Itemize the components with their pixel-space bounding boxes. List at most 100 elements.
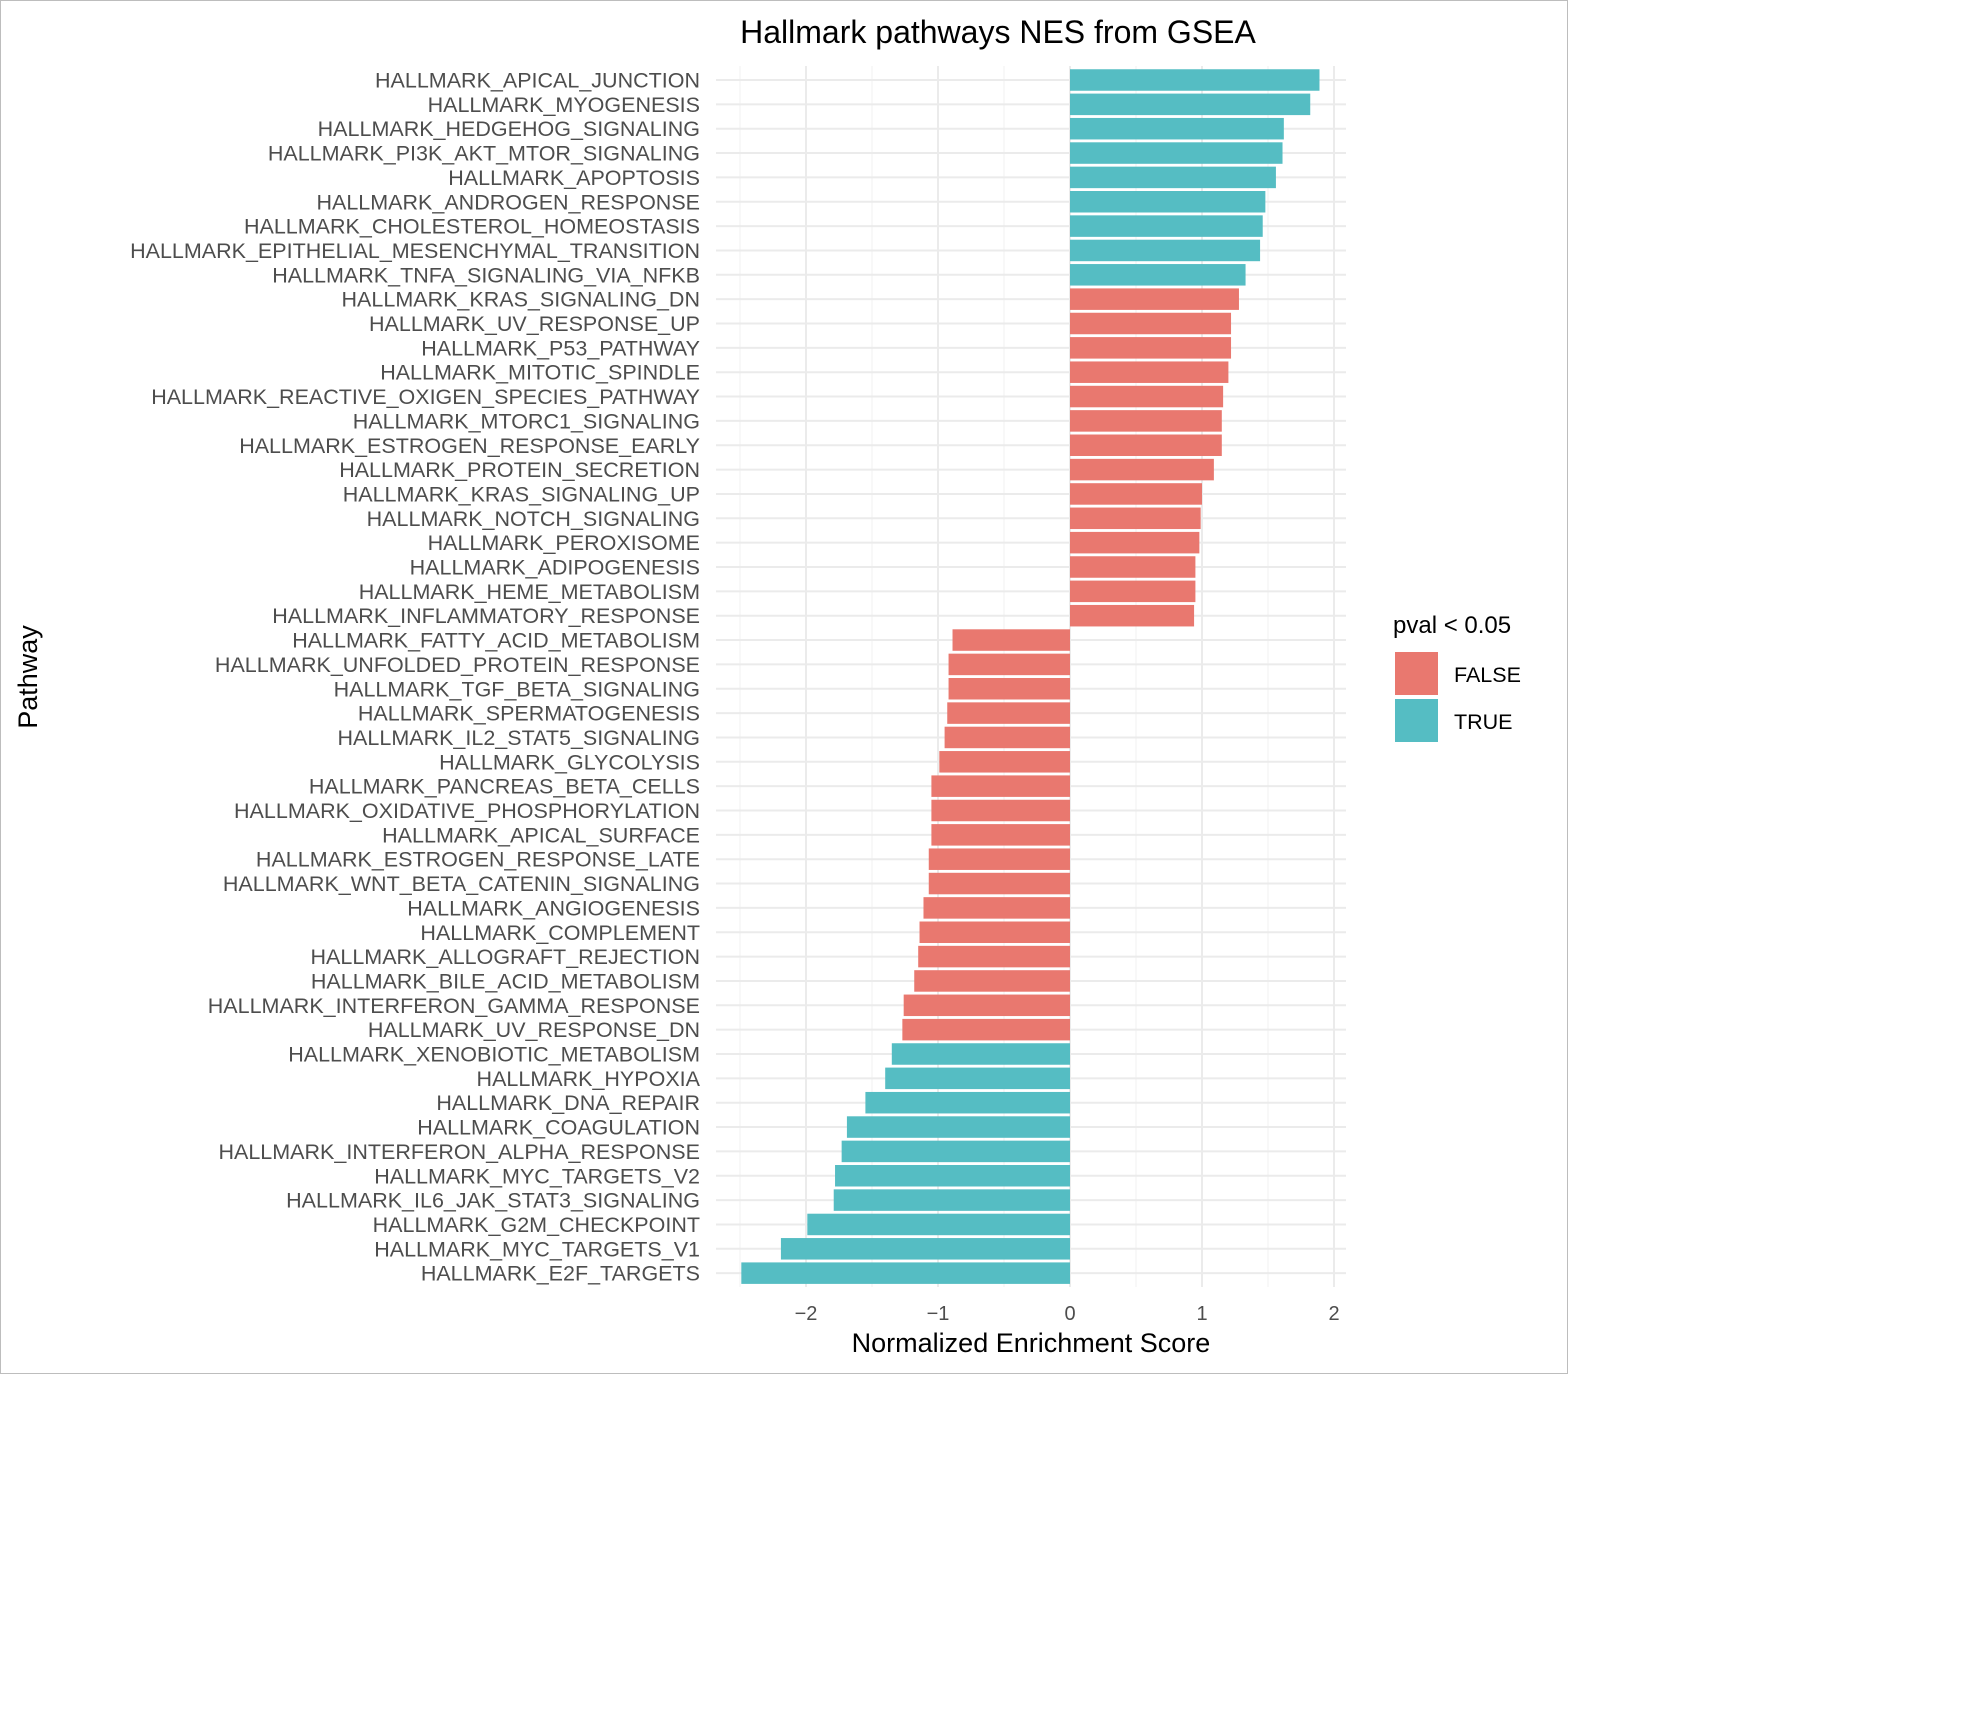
category-label: HALLMARK_UNFOLDED_PROTEIN_RESPONSE	[215, 653, 700, 677]
category-label: HALLMARK_WNT_BETA_CATENIN_SIGNALING	[223, 872, 700, 896]
bar-hallmark-androgen-response	[1070, 191, 1266, 213]
bar-hallmark-kras-signaling-dn	[1070, 288, 1239, 310]
category-label: HALLMARK_MYC_TARGETS_V2	[374, 1164, 700, 1188]
bar-hallmark-glycolysis	[939, 751, 1070, 773]
figure-frame	[0, 0, 1568, 1374]
category-label: HALLMARK_FATTY_ACID_METABOLISM	[292, 629, 700, 653]
category-label: HALLMARK_PI3K_AKT_MTOR_SIGNALING	[268, 142, 700, 166]
category-label: HALLMARK_COMPLEMENT	[420, 921, 700, 945]
bar-hallmark-protein-secretion	[1070, 458, 1214, 481]
y-axis-title: Pathway	[13, 625, 43, 729]
category-label: HALLMARK_MYC_TARGETS_V1	[374, 1237, 700, 1261]
bar-hallmark-tnfa-signaling-via-nfkb	[1070, 264, 1246, 286]
bar-hallmark-wnt-beta-catenin-signaling	[928, 872, 1070, 895]
bar-hallmark-complement	[919, 921, 1070, 943]
bar-hallmark-myc-targets-v1	[780, 1238, 1070, 1260]
bar-hallmark-cholesterol-homeostasis	[1070, 215, 1263, 237]
bar-hallmark-kras-signaling-up	[1070, 483, 1202, 505]
bar-hallmark-pi3k-akt-mtor-signaling	[1070, 142, 1283, 164]
bar-hallmark-pancreas-beta-cells	[931, 775, 1070, 797]
category-label: HALLMARK_XENOBIOTIC_METABOLISM	[288, 1043, 700, 1067]
bar-hallmark-notch-signaling	[1070, 507, 1201, 530]
category-label: HALLMARK_REACTIVE_OXIGEN_SPECIES_PATHWAY	[151, 385, 700, 409]
category-label: HALLMARK_ESTROGEN_RESPONSE_EARLY	[239, 434, 700, 458]
bar-hallmark-fatty-acid-metabolism	[952, 629, 1070, 651]
bar-hallmark-uv-response-dn	[902, 1018, 1070, 1041]
x-tick-labels: −2 −1 0 1 2	[795, 1303, 1340, 1325]
category-label: HALLMARK_COAGULATION	[417, 1116, 700, 1140]
category-label: HALLMARK_E2F_TARGETS	[421, 1262, 700, 1286]
bar-hallmark-e2f-targets	[741, 1262, 1070, 1284]
bar-hallmark-estrogen-response-early	[1070, 434, 1222, 456]
legend-swatch-false	[1395, 652, 1438, 695]
x-tick-label: −1	[927, 1303, 950, 1325]
category-label: HALLMARK_APICAL_JUNCTION	[375, 69, 700, 93]
bar-hallmark-apical-junction	[1070, 69, 1320, 91]
bar-hallmark-interferon-alpha-response	[841, 1140, 1070, 1163]
category-label: HALLMARK_UV_RESPONSE_DN	[368, 1018, 700, 1042]
bar-hallmark-unfolded-protein-response	[948, 653, 1070, 676]
legend: pval < 0.05 FALSE TRUE	[1393, 612, 1521, 742]
category-label: HALLMARK_GLYCOLYSIS	[439, 750, 700, 774]
bar-hallmark-adipogenesis	[1070, 556, 1196, 578]
category-label: HALLMARK_ADIPOGENESIS	[410, 556, 700, 580]
bar-hallmark-allograft-rejection	[918, 945, 1070, 968]
bar-hallmark-apical-surface	[931, 824, 1070, 846]
category-label: HALLMARK_IL2_STAT5_SIGNALING	[338, 726, 700, 750]
legend-label-false: FALSE	[1454, 663, 1521, 687]
category-label: HALLMARK_HEDGEHOG_SIGNALING	[318, 117, 700, 141]
bar-hallmark-xenobiotic-metabolism	[891, 1043, 1070, 1065]
category-label: HALLMARK_MYOGENESIS	[428, 93, 700, 117]
category-label: HALLMARK_UV_RESPONSE_UP	[369, 312, 700, 336]
legend-title: pval < 0.05	[1393, 612, 1511, 639]
x-tick-label: 2	[1328, 1303, 1339, 1325]
bar-hallmark-il6-jak-stat3-signaling	[833, 1189, 1070, 1211]
bar-hallmark-coagulation	[846, 1116, 1070, 1138]
bar-hallmark-estrogen-response-late	[928, 848, 1070, 870]
category-label: HALLMARK_ESTROGEN_RESPONSE_LATE	[256, 848, 700, 872]
category-label: HALLMARK_HEME_METABOLISM	[359, 580, 700, 604]
bar-hallmark-myogenesis	[1070, 93, 1311, 116]
legend-swatch-true	[1395, 699, 1438, 742]
bar-hallmark-dna-repair	[865, 1091, 1070, 1114]
bar-hallmark-bile-acid-metabolism	[914, 970, 1070, 992]
category-label: HALLMARK_EPITHELIAL_MESENCHYMAL_TRANSITI…	[130, 239, 700, 263]
bar-hallmark-mitotic-spindle	[1070, 361, 1229, 383]
category-label: HALLMARK_INTERFERON_ALPHA_RESPONSE	[218, 1140, 700, 1164]
category-label: HALLMARK_PANCREAS_BETA_CELLS	[309, 775, 700, 799]
bar-hallmark-peroxisome	[1070, 531, 1200, 554]
category-label: HALLMARK_ALLOGRAFT_REJECTION	[311, 945, 701, 969]
category-label: HALLMARK_BILE_ACID_METABOLISM	[311, 969, 700, 993]
bar-hallmark-il2-stat5-signaling	[944, 726, 1070, 749]
bar-hallmark-mtorc1-signaling	[1070, 410, 1222, 432]
category-label: HALLMARK_DNA_REPAIR	[436, 1091, 700, 1115]
category-label: HALLMARK_IL6_JAK_STAT3_SIGNALING	[286, 1189, 700, 1213]
category-label: HALLMARK_NOTCH_SIGNALING	[367, 507, 700, 531]
x-tick-label: 1	[1196, 1303, 1207, 1325]
category-label: HALLMARK_HYPOXIA	[477, 1067, 701, 1091]
category-label: HALLMARK_KRAS_SIGNALING_DN	[342, 288, 700, 312]
bar-hallmark-reactive-oxigen-species-pathway	[1070, 385, 1224, 408]
bar-hallmark-spermatogenesis	[947, 702, 1070, 724]
category-label: HALLMARK_INFLAMMATORY_RESPONSE	[272, 604, 700, 628]
category-label: HALLMARK_TNFA_SIGNALING_VIA_NFKB	[272, 263, 700, 287]
bar-hallmark-apoptosis	[1070, 166, 1276, 189]
bar-hallmark-inflammatory-response	[1070, 604, 1195, 627]
bar-hallmark-hedgehog-signaling	[1070, 117, 1284, 140]
category-label: HALLMARK_INTERFERON_GAMMA_RESPONSE	[208, 994, 700, 1018]
category-label: HALLMARK_PROTEIN_SECRETION	[339, 458, 700, 482]
category-label: HALLMARK_SPERMATOGENESIS	[358, 702, 700, 726]
bar-hallmark-angiogenesis	[923, 897, 1070, 919]
category-label: HALLMARK_MITOTIC_SPINDLE	[380, 361, 700, 385]
x-tick-label: −2	[795, 1303, 818, 1325]
bar-hallmark-hypoxia	[885, 1067, 1070, 1090]
category-label: HALLMARK_ANGIOGENESIS	[407, 896, 700, 920]
bar-hallmark-interferon-gamma-response	[903, 994, 1070, 1017]
category-label: HALLMARK_ANDROGEN_RESPONSE	[316, 190, 700, 214]
bar-hallmark-uv-response-up	[1070, 312, 1232, 335]
x-axis-title: Normalized Enrichment Score	[852, 1328, 1211, 1358]
bar-hallmark-epithelial-mesenchymal-transition	[1070, 239, 1261, 262]
bar-hallmark-g2m-checkpoint	[807, 1213, 1070, 1236]
bar-hallmark-oxidative-phosphorylation	[931, 799, 1070, 822]
x-tick-label: 0	[1064, 1303, 1075, 1325]
